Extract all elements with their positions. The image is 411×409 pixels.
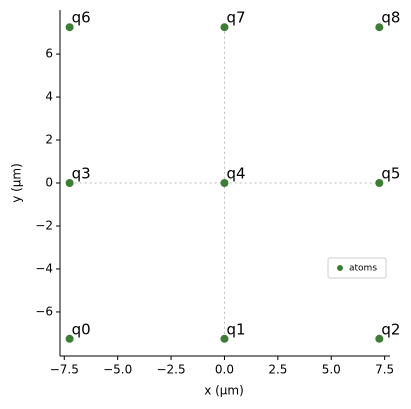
atom-label: q6: [72, 9, 91, 27]
y-tick-label: −4: [35, 261, 53, 275]
atom-label: q4: [226, 165, 245, 183]
atom-label: q1: [226, 320, 245, 338]
x-tick-label: 7.5: [375, 363, 394, 377]
atom-point: [375, 179, 384, 187]
x-tick-label: 2.5: [268, 363, 287, 377]
atom-point: [375, 334, 384, 343]
y-tick-label: 6: [45, 47, 53, 61]
legend-marker: [337, 265, 343, 271]
legend-label: atoms: [349, 264, 377, 274]
x-tick-label: −7.5: [50, 363, 79, 377]
atom-point: [65, 23, 74, 32]
atom-point: [65, 179, 74, 187]
legend-box: [327, 257, 387, 279]
x-tick-label: −5.0: [103, 363, 132, 377]
y-tick-label: 2: [45, 133, 53, 147]
y-tick-label: −2: [35, 218, 53, 232]
x-tick-label: 5.0: [322, 363, 341, 377]
y-axis-label: y (µm): [10, 163, 24, 203]
atom-point: [220, 334, 229, 343]
atom-point: [220, 179, 229, 187]
atom-point: [375, 23, 384, 32]
y-tick-label: 4: [45, 90, 53, 104]
x-axis-label: x (µm): [204, 384, 244, 398]
atom-label: q8: [381, 9, 400, 27]
atom-label: q5: [381, 165, 400, 183]
atom-point: [220, 23, 229, 32]
atom-label: q2: [381, 320, 400, 338]
y-tick-label: −6: [35, 304, 53, 318]
x-tick-label: 0.0: [215, 363, 234, 377]
atom-label: q3: [72, 165, 91, 183]
y-tick-label: 0: [45, 176, 53, 190]
x-tick-label: −2.5: [156, 363, 185, 377]
atom-label: q7: [226, 9, 245, 27]
atom-label: q0: [72, 320, 91, 338]
atom-point: [65, 334, 74, 343]
